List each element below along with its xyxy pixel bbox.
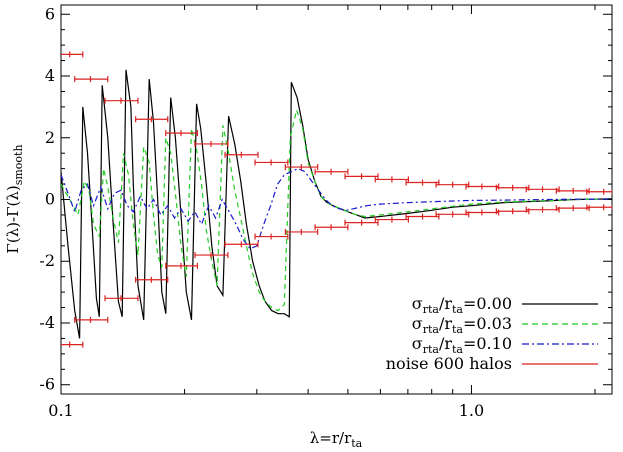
y-tick-label: 2 — [45, 128, 55, 147]
noise-bar — [525, 186, 560, 193]
noise-bar — [405, 213, 440, 220]
noise-bar — [61, 341, 84, 348]
x-tick-label: 1.0 — [459, 401, 484, 420]
legend-label-2: σrta/rta=0.10 — [412, 334, 512, 356]
x-axis-label: λ=r/rta — [310, 429, 363, 450]
x-tick-label: 0.1 — [48, 401, 73, 420]
noise-bar — [165, 262, 199, 269]
noise-bar — [525, 206, 560, 213]
noise-bar — [254, 159, 289, 166]
noise-bar — [104, 295, 139, 302]
noise-bar — [465, 209, 500, 216]
noise-bar — [254, 233, 289, 240]
noise-bar — [194, 140, 229, 147]
noise-bar — [555, 187, 590, 194]
noise-bar — [586, 204, 612, 211]
y-tick-label: -6 — [39, 375, 55, 394]
noise-bar — [135, 116, 169, 123]
y-tick-label: 6 — [45, 4, 55, 23]
noise-bar — [224, 241, 259, 248]
noise-bar — [495, 184, 530, 191]
noise-bar — [224, 151, 259, 158]
y-axis-label: Γ(λ)-Γ(λ)smooth — [4, 144, 25, 253]
y-tick-label: -4 — [39, 313, 55, 332]
noise-bar — [165, 130, 199, 137]
legend: σrta/rta=0.00σrta/rta=0.03σrta/rta=0.10n… — [386, 294, 598, 373]
noise-bar — [374, 176, 409, 183]
noise-bar — [555, 205, 590, 212]
noise-bar — [74, 76, 109, 83]
series-group — [61, 69, 612, 339]
noise-bar — [194, 252, 229, 259]
noise-bar — [284, 164, 319, 171]
noise-bar — [465, 183, 500, 190]
noise-bar — [435, 211, 470, 218]
noise-bar — [74, 316, 109, 323]
legend-label-3: noise 600 halos — [386, 354, 512, 373]
legend-label-0: σrta/rta=0.00 — [412, 294, 512, 316]
series-line-0 — [61, 69, 612, 339]
noise-bar — [104, 97, 139, 104]
noise-bar — [495, 208, 530, 215]
noise-bar — [314, 224, 349, 231]
legend-label-1: σrta/rta=0.03 — [412, 314, 512, 336]
noise-bar — [435, 181, 470, 188]
series-line-2 — [61, 167, 612, 250]
noise-bar — [135, 276, 169, 283]
noise-bar — [61, 51, 84, 58]
y-tick-label: -2 — [39, 251, 55, 270]
y-tick-label: 0 — [45, 190, 55, 209]
noise-bar — [344, 173, 379, 180]
noise-bar — [405, 179, 440, 186]
series-line-1 — [61, 107, 612, 312]
noise-errorbars — [61, 51, 612, 348]
noise-bar — [586, 188, 612, 195]
y-tick-label: 4 — [45, 66, 55, 85]
axis-ticks: -6 -4 -2 0 2 4 6 0.1 1.0 — [39, 4, 612, 420]
noise-bar — [374, 216, 409, 223]
noise-bar — [314, 168, 349, 175]
noise-bar — [344, 219, 379, 226]
noise-bar — [284, 228, 319, 235]
